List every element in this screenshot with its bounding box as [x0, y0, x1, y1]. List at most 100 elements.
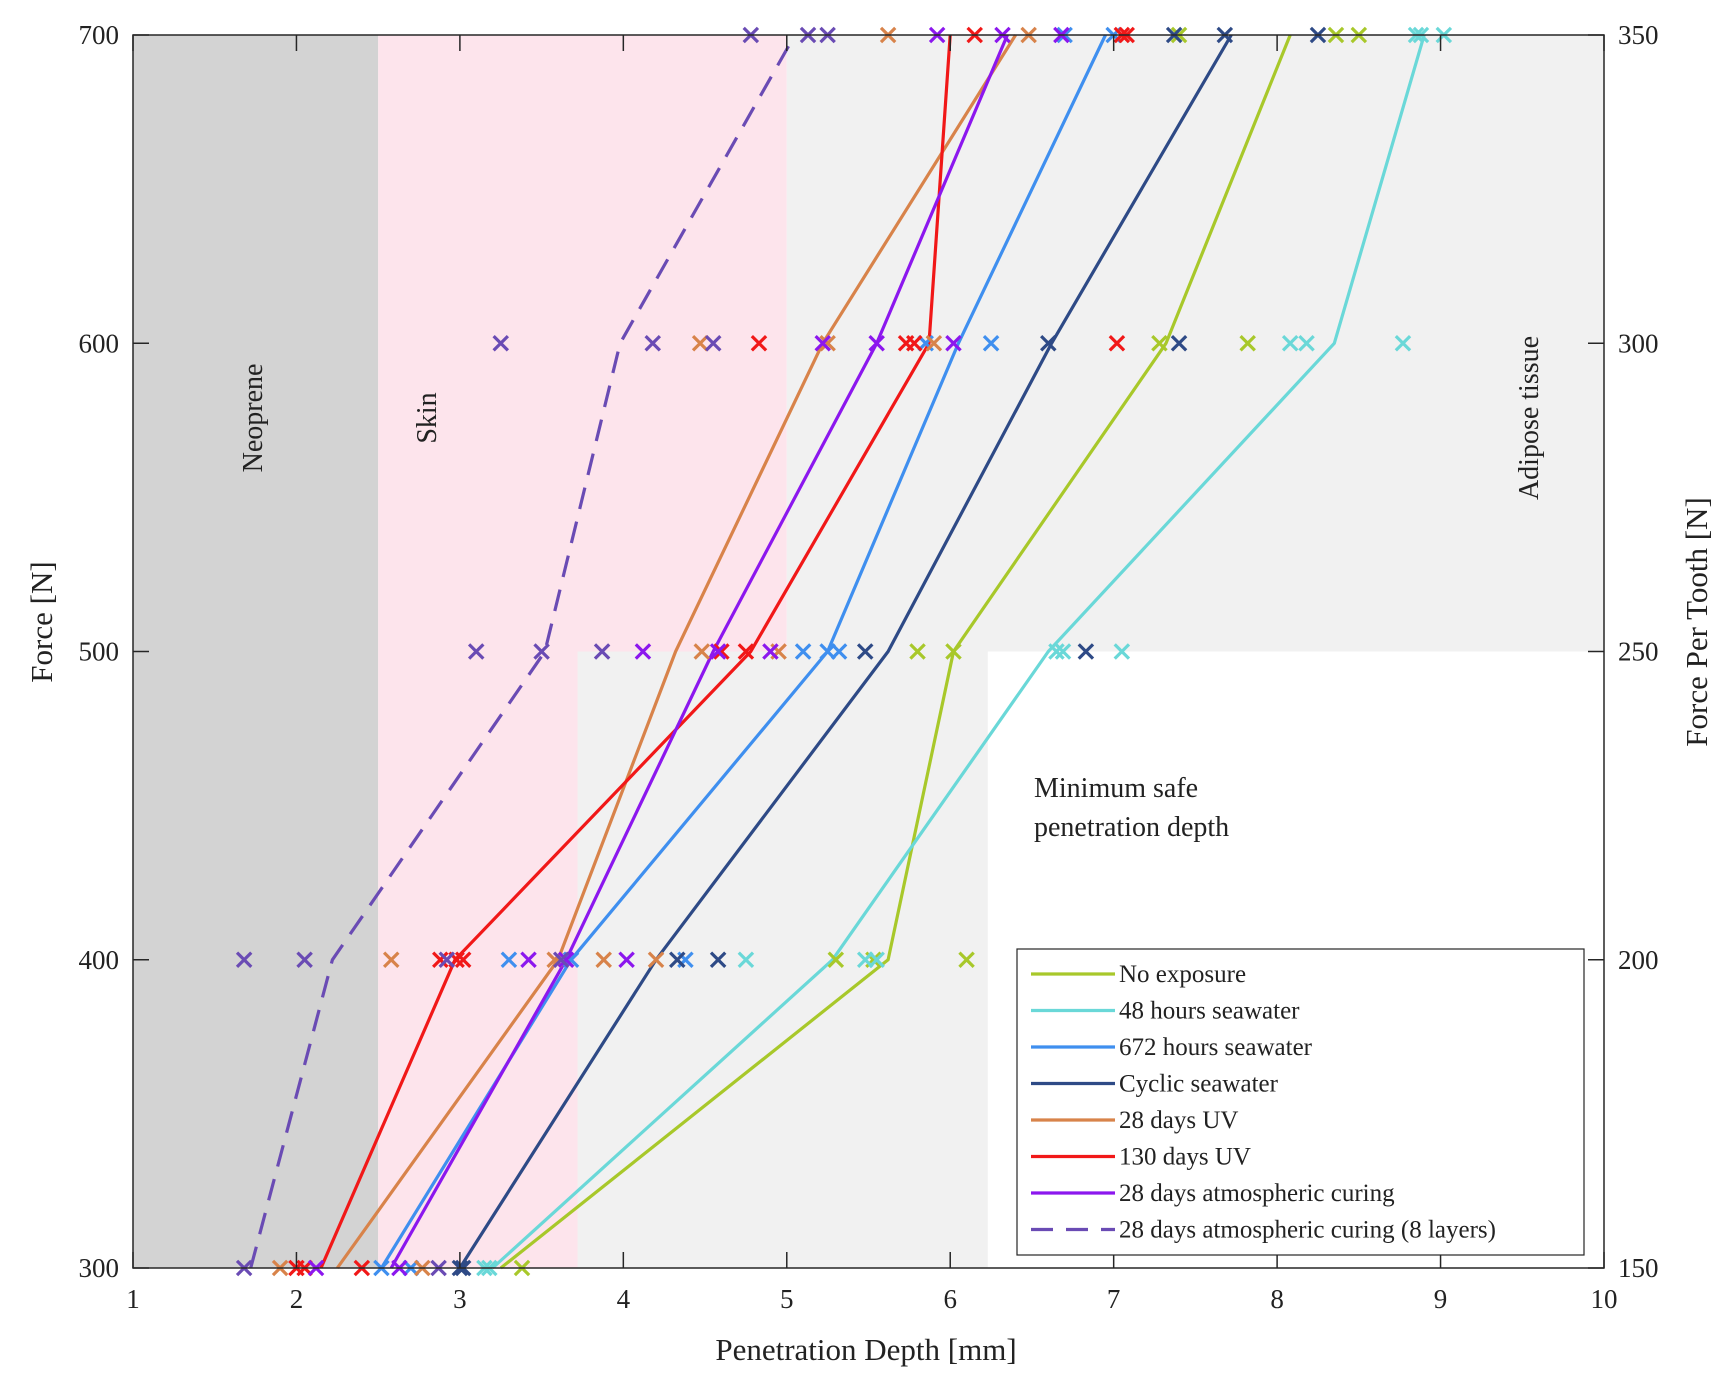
legend-label-3: Cyclic seawater — [1119, 1071, 1279, 1098]
region-label-min-safe-2: penetration depth — [1034, 812, 1229, 843]
marker-s7-y2-2 — [593, 643, 611, 660]
marker-s5-y2-0 — [713, 643, 730, 660]
marker-s4-y3-1 — [819, 334, 836, 352]
marker-s6-y2-1 — [709, 643, 727, 660]
marker-s1-y1-0 — [737, 951, 755, 969]
y-tick-label-0: 300 — [79, 1253, 120, 1283]
marker-s0-y3-1 — [1239, 334, 1256, 352]
marker-s6-y2-0 — [634, 643, 652, 660]
marker-s6-y3-0 — [814, 334, 831, 352]
marker-s1-y3-2 — [1394, 334, 1412, 352]
axes-layer — [132, 34, 1605, 1269]
marker-s2-y2-1 — [819, 643, 836, 660]
marker-s7-y3-0 — [492, 334, 510, 352]
x-tick-label-9: 10 — [1591, 1284, 1618, 1314]
legend-label-2: 672 hours seawater — [1119, 1034, 1313, 1061]
x-axis-title: Penetration Depth [mm] — [715, 1332, 1016, 1367]
marker-s1-y3-0 — [1281, 334, 1299, 352]
y2-tick-label-3: 300 — [1618, 328, 1659, 358]
marker-s0-y1-0 — [827, 951, 845, 969]
marker-s1-y2-1 — [1054, 643, 1072, 660]
marker-s4-y3-2 — [925, 334, 943, 352]
marker-s7-y3-1 — [644, 334, 662, 352]
marker-s3-y1-1 — [709, 951, 727, 969]
series-markers-layer — [235, 26, 1453, 1277]
marker-s5-y3-2 — [906, 334, 923, 352]
y2-tick-label-0: 150 — [1618, 1253, 1659, 1283]
series-line-1 — [491, 34, 1426, 1270]
marker-s4-y2-0 — [693, 643, 711, 660]
y-tick-label-1: 400 — [79, 945, 120, 975]
legend-label-0: No exposure — [1119, 961, 1246, 988]
marker-s3-y2-0 — [856, 643, 874, 660]
marker-s4-y3-0 — [691, 334, 709, 352]
marker-s6-y2-2 — [762, 643, 779, 660]
series-line-5 — [319, 34, 952, 1269]
series-line-3 — [458, 34, 1233, 1269]
marker-s3-y2-1 — [1077, 643, 1095, 660]
legend-label-4: 28 days UV — [1119, 1107, 1238, 1134]
tick-labels-layer: 1 2 3 4 5 6 7 8 9 10 300 400 500 600 700 150 200 250 300 35… — [79, 20, 1659, 1314]
marker-s0-y2-1 — [945, 643, 962, 660]
legend-box — [1016, 948, 1585, 1256]
region-0 — [133, 35, 379, 1268]
marker-s4-y1-2 — [595, 951, 612, 969]
legend-label-7: 28 days atmospheric curing (8 layers) — [1119, 1217, 1496, 1244]
marker-s7-y2-0 — [467, 643, 485, 660]
marker-s2-y1-0 — [500, 951, 518, 969]
legend-label-6: 28 days atmospheric curing — [1119, 1180, 1395, 1207]
marker-s4-y1-3 — [647, 951, 665, 969]
marker-s0-y2-0 — [909, 643, 926, 660]
marker-s5-y2-1 — [737, 643, 755, 660]
y2-tick-label-1: 200 — [1618, 945, 1659, 975]
marker-s1-y2-2 — [1113, 643, 1131, 660]
marker-s7-y1-0 — [235, 951, 253, 969]
x-tick-label-6: 7 — [1107, 1284, 1121, 1314]
marker-s1-y1-2 — [868, 951, 885, 969]
marker-s6-y1-2 — [618, 951, 635, 969]
region-label-min-safe-1: Minimum safe — [1034, 773, 1198, 804]
x-tick-label-8: 9 — [1434, 1284, 1448, 1314]
x-tick-label-2: 3 — [453, 1284, 467, 1314]
marker-s2-y2-0 — [794, 643, 812, 660]
y-axis-title: Force [N] — [24, 561, 59, 682]
marker-s5-y3-3 — [1108, 334, 1126, 352]
marker-s7-y1-3 — [552, 951, 570, 969]
x-tick-label-3: 4 — [617, 1284, 631, 1314]
y2-tick-label-4: 350 — [1618, 20, 1659, 50]
marker-s7-y1-1 — [296, 951, 313, 969]
legend-label-5: 130 days UV — [1119, 1144, 1251, 1171]
marker-s3-y3-1 — [1170, 334, 1188, 352]
legend-label-1: 48 hours seawater — [1119, 998, 1300, 1025]
region-label-neoprene: Neoprene — [238, 364, 269, 473]
y2-axis-title: Force Per Tooth [N] — [1679, 497, 1714, 747]
y-tick-label-4: 700 — [79, 20, 120, 50]
x-tick-label-0: 1 — [126, 1284, 140, 1314]
series-line-7 — [249, 34, 797, 1269]
y-tick-label-2: 500 — [79, 637, 120, 667]
marker-s1-y1-1 — [856, 951, 874, 969]
series-line-6 — [389, 34, 1009, 1269]
x-tick-label-1: 2 — [290, 1284, 304, 1314]
region-3 — [786, 35, 1604, 652]
marker-s1-y3-1 — [1298, 334, 1315, 352]
marker-s0-y1-2 — [958, 951, 975, 969]
marker-s3-y1-0 — [669, 951, 686, 969]
region-label-layer: Neoprene Skin Adipose tissue Minimum saf… — [238, 336, 1545, 843]
series-line-4 — [335, 34, 1017, 1269]
marker-s6-y3-1 — [868, 334, 885, 352]
marker-s7-y2-1 — [533, 643, 550, 660]
marker-s7-y1-2 — [438, 951, 456, 969]
marker-s5-y1-2 — [454, 951, 472, 969]
marker-s6-y3-2 — [945, 334, 962, 352]
y2-tick-label-2: 250 — [1618, 637, 1659, 667]
region-2 — [577, 651, 988, 1268]
marker-s2-y2-2 — [830, 643, 848, 660]
marker-s3-y3-0 — [1040, 334, 1057, 352]
y-tick-label-3: 600 — [79, 328, 120, 358]
marker-s6-y1-1 — [557, 951, 575, 969]
marker-s7-y3-2 — [704, 334, 722, 352]
region-label-adipose: Adipose tissue — [1514, 336, 1545, 500]
marker-s0-y3-0 — [1151, 334, 1168, 352]
